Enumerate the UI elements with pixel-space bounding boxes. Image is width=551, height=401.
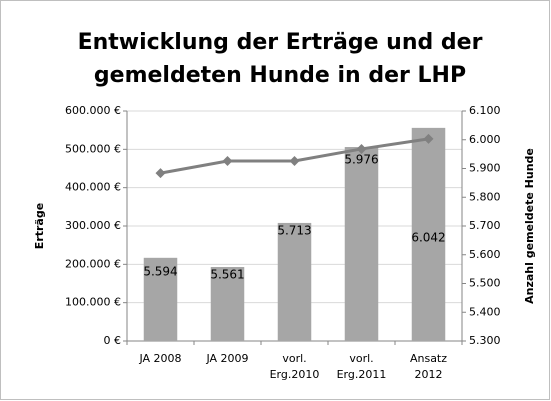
x-tick-label: Ansatz 2012 [410, 352, 447, 381]
y-tick-label: 600.000 € [65, 104, 121, 117]
y-tick-label: 100.000 € [65, 296, 121, 309]
y2-tick-label: 5.600 [469, 248, 501, 261]
annotation: 5.561 [210, 268, 244, 282]
annotation: 5.713 [277, 224, 311, 238]
bar [210, 267, 245, 341]
y-tick-label: 300.000 € [65, 219, 121, 232]
bar [344, 147, 379, 341]
annotation: 5.976 [344, 153, 378, 167]
marker [155, 168, 166, 179]
y-tick-label: 400.000 € [65, 181, 121, 194]
x-tick-label: JA 2008 [138, 352, 181, 365]
y-axis-title: Erträge [33, 203, 46, 249]
bar [143, 257, 178, 341]
y2-tick-label: 5.800 [469, 190, 501, 203]
y2-tick-label: 5.500 [469, 277, 501, 290]
y2-tick-label: 5.700 [469, 219, 501, 232]
annotation: 6.042 [411, 231, 445, 245]
annotation: 5.594 [143, 265, 177, 279]
bar [277, 222, 312, 341]
marker [289, 156, 300, 167]
x-tick-label: vorl. Erg.2010 [270, 352, 320, 381]
y-tick-label: 0 € [104, 334, 122, 347]
x-tick-label: JA 2009 [205, 352, 248, 365]
chart-title: Entwicklung der Erträge und der [78, 30, 483, 55]
y2-tick-label: 5.300 [469, 334, 501, 347]
marker [356, 143, 367, 154]
y-tick-label: 200.000 € [65, 257, 121, 270]
marker [423, 133, 434, 144]
x-tick-label: vorl. Erg.2011 [337, 352, 387, 381]
y2-tick-label: 5.400 [469, 305, 501, 318]
y2-tick-label: 5.900 [469, 162, 501, 175]
y2-tick-label: 6.100 [469, 104, 501, 117]
y2-tick-label: 6.000 [469, 133, 501, 146]
bar [411, 127, 446, 341]
y-tick-label: 500.000 € [65, 142, 121, 155]
chart-title: gemeldeten Hunde in der LHP [94, 63, 466, 88]
marker [222, 156, 233, 167]
y2-axis-title: Anzahl gemeldete Hunde [523, 148, 536, 304]
